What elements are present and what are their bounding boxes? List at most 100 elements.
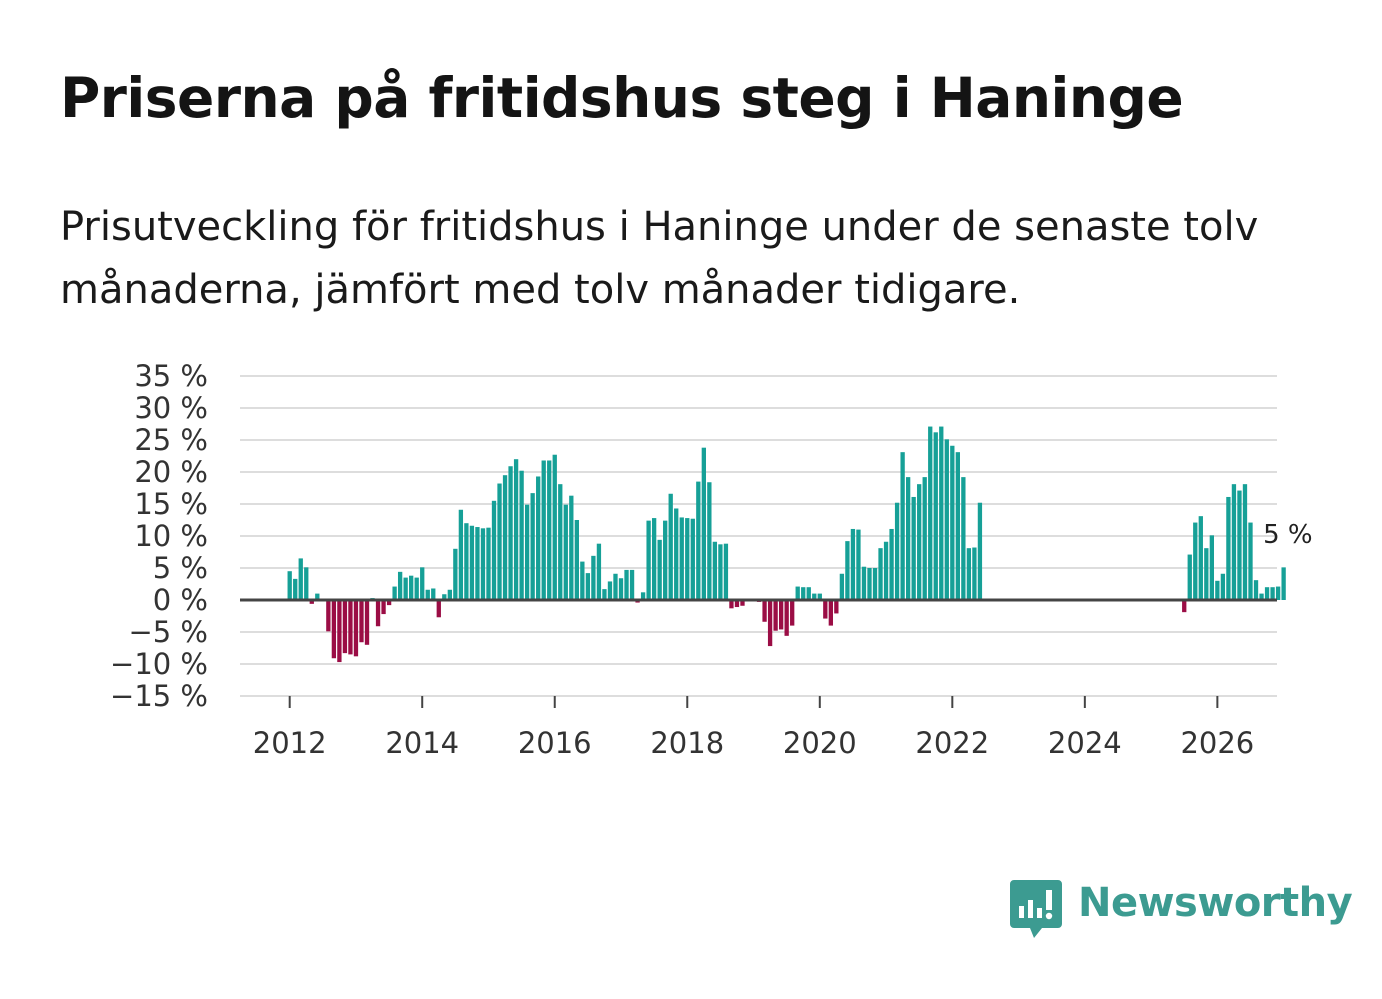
bar — [1204, 548, 1209, 600]
x-tick-label: 2012 — [253, 726, 327, 760]
bar — [740, 600, 745, 606]
bar — [364, 600, 370, 645]
bar — [425, 589, 430, 600]
bar — [1259, 593, 1264, 600]
x-tick-label: 2022 — [915, 726, 989, 760]
bar — [536, 476, 541, 600]
bar — [464, 523, 469, 600]
bar — [353, 600, 359, 657]
bar — [762, 600, 767, 622]
bar-chart: 35 %30 %25 %20 %15 %10 %5 %0 %−5 %−10 %−… — [110, 359, 1313, 760]
bar — [326, 600, 331, 632]
gridlines — [240, 375, 1277, 697]
bar — [519, 470, 524, 600]
bar — [784, 600, 789, 636]
brand-logo: Newsworthy — [1010, 878, 1353, 942]
bar — [486, 527, 491, 600]
bar — [911, 496, 916, 600]
bars — [287, 426, 1286, 663]
bar — [1270, 587, 1275, 600]
bar — [409, 575, 414, 600]
bar — [696, 481, 701, 600]
bar — [1209, 535, 1214, 600]
bar — [359, 600, 364, 643]
bar — [491, 500, 497, 600]
bar — [547, 460, 552, 600]
bar — [337, 600, 342, 663]
bar — [558, 484, 563, 600]
bar — [420, 567, 425, 600]
bar — [961, 477, 966, 600]
bar — [331, 600, 337, 659]
x-tick-label: 2020 — [783, 726, 857, 760]
bar — [563, 504, 568, 600]
bar — [663, 520, 668, 600]
bar — [850, 528, 856, 600]
bar — [900, 452, 905, 600]
bar — [977, 502, 983, 600]
bar — [596, 543, 602, 600]
bar — [767, 600, 773, 647]
bar — [502, 475, 508, 600]
bar — [1231, 484, 1237, 600]
bar — [375, 600, 381, 627]
annotations: 5 % — [1263, 520, 1313, 550]
bar — [1248, 522, 1253, 600]
bar — [812, 593, 817, 600]
bar — [939, 426, 944, 600]
chart-subtitle: Prisutveckling för fritidshus i Haninge … — [60, 204, 1259, 313]
bar — [1215, 580, 1220, 600]
bar — [734, 600, 740, 608]
bar — [966, 548, 972, 600]
bar — [712, 541, 718, 600]
bar — [552, 454, 557, 600]
x-tick-label: 2016 — [518, 726, 592, 760]
y-tick-label: 35 % — [134, 359, 208, 393]
bar — [679, 517, 684, 600]
bar — [1198, 516, 1203, 600]
bar — [707, 482, 712, 600]
bar — [386, 600, 392, 606]
bar — [613, 573, 618, 600]
bar — [883, 541, 889, 600]
bar — [1242, 484, 1248, 600]
bar — [834, 600, 839, 614]
bar — [867, 568, 872, 600]
bar — [640, 592, 646, 600]
bar — [1226, 496, 1231, 600]
bar — [950, 445, 955, 600]
bar — [624, 569, 629, 600]
bar — [293, 578, 298, 600]
bar — [469, 525, 475, 600]
bar — [629, 569, 635, 600]
y-tick-label: −15 % — [110, 679, 208, 713]
bar — [872, 568, 878, 600]
bar — [1253, 580, 1259, 600]
x-tick-label: 2024 — [1048, 726, 1122, 760]
bar — [828, 600, 833, 626]
bar — [602, 589, 607, 600]
bar — [1275, 586, 1281, 600]
bar — [591, 555, 596, 600]
bar — [917, 484, 922, 600]
bar — [778, 600, 784, 630]
y-tick-label: 30 % — [134, 391, 208, 425]
bar — [729, 600, 734, 609]
bar — [442, 594, 447, 600]
bar — [773, 600, 778, 631]
bar — [723, 543, 729, 600]
bar — [955, 452, 960, 600]
bar — [348, 600, 353, 655]
bar — [1187, 554, 1192, 600]
y-tick-label: 10 % — [134, 519, 208, 553]
bar — [1193, 522, 1198, 600]
bar — [701, 447, 706, 600]
bar — [309, 600, 314, 604]
bar — [889, 528, 894, 600]
bar — [823, 600, 828, 619]
bar — [447, 589, 452, 600]
bar — [304, 567, 309, 600]
bar — [1182, 600, 1187, 613]
bar — [806, 587, 811, 600]
bar — [497, 483, 502, 600]
